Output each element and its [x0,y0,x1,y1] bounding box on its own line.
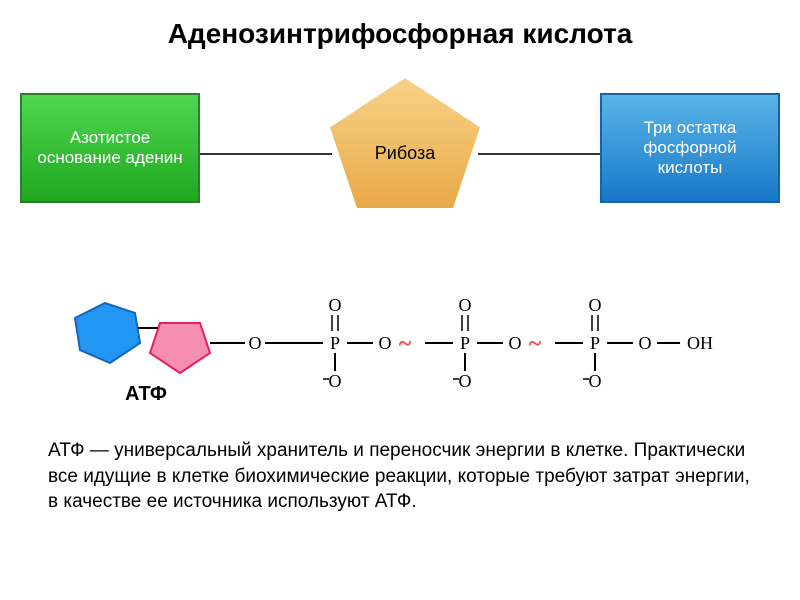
ribose-label: Рибоза [375,143,435,164]
ribose-box: Рибоза [330,78,480,208]
svg-text:~: ~ [399,331,412,357]
atp-label: АТФ [125,383,167,406]
phosphate-label: Три остатка фосфорной кислоты [610,118,770,178]
connector-right [478,153,600,155]
svg-text:P: P [590,333,600,353]
ribose-pentagon: Рибоза [330,78,480,208]
nitrogen-base-label: Азотистое основание аденин [30,128,190,168]
svg-text:P: P [330,333,340,353]
svg-text:O: O [589,371,602,391]
svg-text:O: O [459,371,472,391]
chemical-structure: OPOOOPOOOPOOO~~OH АТФ [0,288,800,428]
nitrogen-base-box: Азотистое основание аденин [20,93,200,203]
phosphate-box: Три остатка фосфорной кислоты [600,93,780,203]
atp-structure-svg: OPOOOPOOOPOOO~~OH [70,288,730,418]
svg-text:~: ~ [529,331,542,357]
description-text: АТФ — универсальный хранитель и переносч… [0,428,800,515]
svg-text:O: O [589,295,602,315]
svg-text:O: O [249,333,262,353]
svg-text:OH: OH [687,333,713,353]
block-diagram: Азотистое основание аденин Рибоза Три ос… [0,58,800,288]
svg-text:O: O [379,333,392,353]
svg-text:O: O [639,333,652,353]
page-title: Аденозинтрифосфорная кислота [0,0,800,58]
svg-text:O: O [329,371,342,391]
svg-text:O: O [329,295,342,315]
connector-left [200,153,332,155]
svg-text:O: O [509,333,522,353]
svg-text:P: P [460,333,470,353]
svg-text:O: O [459,295,472,315]
